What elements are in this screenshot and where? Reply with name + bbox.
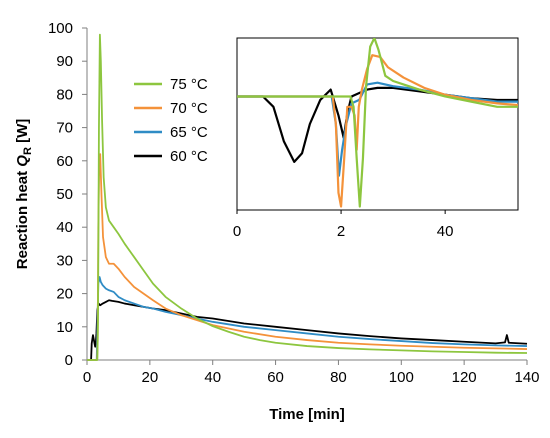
legend-label-70-c: 70 °C [170, 100, 208, 117]
inset-x-tick-label: 2 [337, 223, 345, 240]
inset-frame [236, 37, 519, 211]
y-tick-label: 0 [65, 352, 73, 369]
y-tick-label: 20 [56, 286, 73, 303]
inset-series-line-75-c [237, 38, 518, 208]
inset-series-group [237, 38, 518, 208]
y-axis-title: Reaction heat QR [W] [14, 119, 34, 269]
legend: 75 °C 70 °C 65 °C 60 °C [134, 76, 208, 165]
y-tick-label: 90 [56, 53, 73, 70]
x-tick-label: 0 [83, 369, 91, 386]
x-tick-label: 80 [330, 369, 347, 386]
series-line-70-c [87, 153, 528, 361]
y-tick-label: 10 [56, 319, 73, 336]
y-tick-label: 60 [56, 153, 73, 170]
y-axis-title-subscript: R [22, 147, 34, 155]
inset-plot: 0 2 40 [233, 37, 519, 240]
y-tick-label: 40 [56, 219, 73, 236]
y-tick-label: 70 [56, 120, 73, 137]
y-tick-label: 100 [48, 20, 73, 37]
legend-label-75-c: 75 °C [170, 76, 208, 93]
x-tick-label: 100 [389, 369, 414, 386]
x-axis-title: Time [min] [269, 406, 345, 423]
y-tick-label: 50 [56, 186, 73, 203]
y-tick-label: 30 [56, 252, 73, 269]
y-tick-label: 80 [56, 86, 73, 103]
x-tick-label: 20 [142, 369, 159, 386]
series-line-65-c [87, 276, 528, 361]
legend-label-60-c: 60 °C [170, 148, 208, 165]
main-plot: 0 20 40 60 80 100 120 1400102030405060708090100… [14, 20, 540, 423]
x-tick-label: 120 [452, 369, 477, 386]
x-tick-label: 60 [267, 369, 284, 386]
series-line-75-c [87, 33, 528, 361]
x-tick-label: 40 [204, 369, 221, 386]
x-tick-label: 140 [514, 369, 539, 386]
y-axis-title-prefix: Reaction heat [14, 167, 31, 270]
legend-label-65-c: 65 °C [170, 124, 208, 141]
y-axis-title-unit: [W] [14, 119, 31, 147]
inset-x-tick-label: 0 [233, 223, 241, 240]
inset-series-line-70-c [237, 54, 518, 208]
y-axis-title-symbol: Q [14, 155, 31, 167]
inset-x-tick-label: 40 [437, 223, 454, 240]
